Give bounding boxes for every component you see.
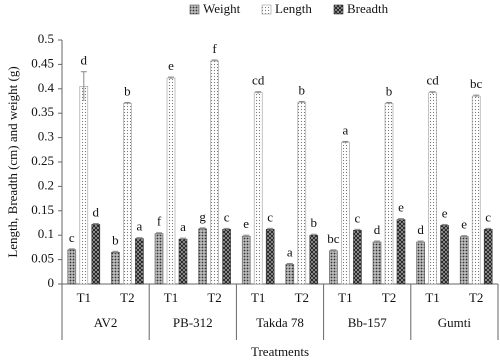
significance-letter: f xyxy=(157,214,162,229)
bar xyxy=(154,233,164,285)
bar xyxy=(483,229,493,285)
bar xyxy=(471,95,481,285)
x-tick-label: T1 xyxy=(251,290,265,305)
significance-letter: e xyxy=(442,205,448,220)
significance-letter: d xyxy=(374,222,381,237)
group-label: Gumti xyxy=(438,315,472,330)
bar xyxy=(198,228,207,285)
y-tick-label: 0.2 xyxy=(38,177,54,192)
significance-letter: a xyxy=(343,122,349,137)
bar xyxy=(396,219,406,285)
legend-label: Length xyxy=(275,1,312,16)
bar xyxy=(440,225,449,285)
bar xyxy=(297,102,307,285)
group-label: AV2 xyxy=(94,315,118,330)
x-tick-label: T1 xyxy=(164,290,178,305)
legend-swatch xyxy=(261,4,272,15)
significance-letter: e xyxy=(243,216,249,231)
y-tick-label: 0.1 xyxy=(38,226,54,241)
significance-letter: d xyxy=(417,222,424,237)
bar xyxy=(309,234,319,285)
bar xyxy=(372,241,382,285)
bar xyxy=(329,250,338,285)
y-tick-label: 0.05 xyxy=(31,251,54,266)
bar xyxy=(178,238,188,285)
bar xyxy=(341,142,350,285)
significance-letter: cd xyxy=(252,73,265,88)
bar xyxy=(135,238,144,285)
y-tick-label: 0.15 xyxy=(31,202,54,217)
x-tick-label: T2 xyxy=(295,290,309,305)
significance-letter: c xyxy=(355,210,361,225)
legend-label: Breadth xyxy=(347,1,389,16)
group-label: Takda 78 xyxy=(256,315,304,330)
significance-letter: c xyxy=(69,230,75,245)
significance-letter: bc xyxy=(470,76,483,91)
bar xyxy=(265,229,275,285)
x-tick-label: T2 xyxy=(382,290,396,305)
significance-letter: e xyxy=(168,58,174,73)
y-tick-label: 0.35 xyxy=(31,104,54,119)
bar xyxy=(384,103,394,285)
bar xyxy=(79,86,89,285)
bar xyxy=(353,230,362,285)
x-tick-label: T2 xyxy=(207,290,221,305)
y-tick-label: 0.4 xyxy=(38,80,55,95)
bar xyxy=(285,264,295,285)
bar xyxy=(459,236,469,285)
significance-letter: g xyxy=(199,209,206,224)
significance-letter: a xyxy=(287,244,293,259)
significance-letter: e xyxy=(461,217,467,232)
bar xyxy=(241,235,251,285)
x-tick-label: T1 xyxy=(77,290,91,305)
bar xyxy=(67,249,77,285)
y-tick-label: 0.3 xyxy=(38,129,54,144)
significance-letter: d xyxy=(81,53,88,68)
significance-letter: e xyxy=(398,200,404,215)
x-tick-label: T1 xyxy=(338,290,352,305)
significance-letter: f xyxy=(212,41,217,56)
significance-letter: c xyxy=(224,209,230,224)
x-axis-label: Treatments xyxy=(251,344,309,359)
significance-letter: b xyxy=(386,83,393,98)
group-label: PB-312 xyxy=(173,315,213,330)
y-tick-label: 0.5 xyxy=(38,31,54,46)
significance-letter: cd xyxy=(426,73,439,88)
significance-letter: b xyxy=(124,83,131,98)
significance-letter: b xyxy=(311,215,318,230)
bar xyxy=(210,60,219,285)
group-label: Bb-157 xyxy=(348,315,388,330)
bar xyxy=(253,92,263,285)
x-tick-label: T1 xyxy=(425,290,439,305)
significance-letter: c xyxy=(485,209,491,224)
significance-letter: bc xyxy=(327,231,340,246)
x-tick-label: T2 xyxy=(469,290,483,305)
significance-letter: b xyxy=(299,82,306,97)
bar xyxy=(428,92,437,285)
legend-swatch xyxy=(189,4,200,15)
y-tick-label: 0.45 xyxy=(31,55,54,70)
bar xyxy=(222,229,231,285)
y-axis-label: Length, Breadth (cm) and weight (g) xyxy=(5,66,20,257)
significance-letter: a xyxy=(137,219,143,234)
legend-swatch xyxy=(333,4,344,15)
y-tick-label: 0 xyxy=(48,275,55,290)
x-tick-label: T2 xyxy=(120,290,134,305)
bar xyxy=(123,103,132,285)
bar xyxy=(416,241,425,285)
bar xyxy=(91,224,101,285)
significance-letter: b xyxy=(112,232,119,247)
y-tick-label: 0.25 xyxy=(31,153,54,168)
bar xyxy=(166,77,176,285)
legend-label: Weight xyxy=(203,1,241,16)
significance-letter: a xyxy=(180,219,186,234)
bar xyxy=(111,251,120,285)
significance-letter: d xyxy=(93,204,100,219)
significance-letter: c xyxy=(267,209,273,224)
